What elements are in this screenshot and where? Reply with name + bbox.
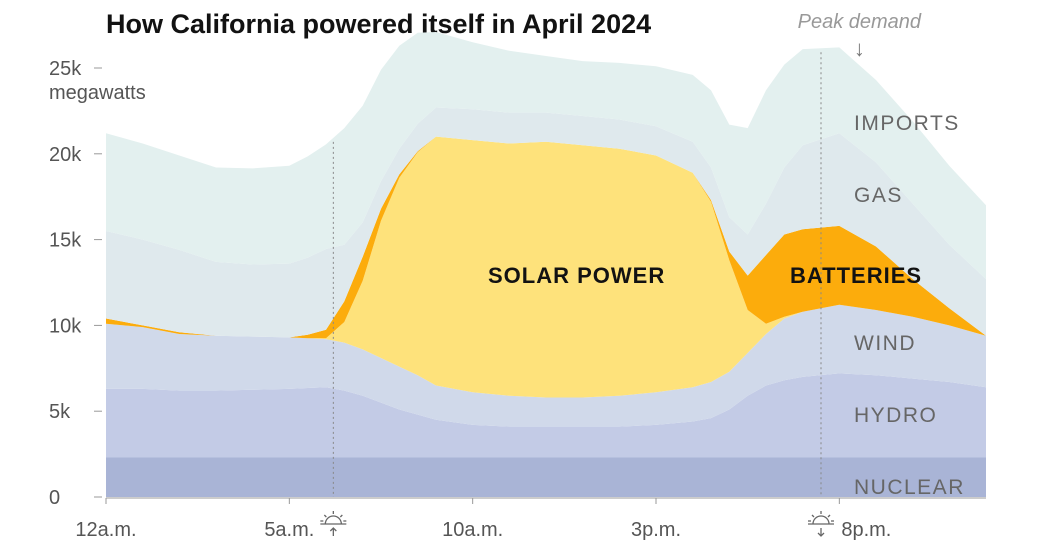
sun-arc (812, 515, 830, 525)
label-batteries: BATTERIES (790, 263, 922, 288)
x-tick-label: 10a.m. (442, 519, 503, 541)
sun-ray (323, 514, 327, 518)
sun-ray (827, 514, 831, 518)
label-imports: IMPORTS (854, 112, 960, 135)
y-tick-label: 10k (49, 315, 82, 337)
area-imports (106, 32, 986, 280)
area-batteries (106, 136, 986, 339)
x-tick-label: 8p.m. (841, 519, 891, 541)
series-areas (106, 32, 986, 497)
arrow-down-head (817, 532, 825, 537)
sun-ray (811, 514, 815, 518)
label-nuclear: NUCLEAR (854, 476, 965, 499)
label-wind: WIND (854, 332, 916, 355)
x-tick-label: 3p.m. (631, 519, 681, 541)
x-tick-label: 12a.m. (75, 519, 136, 541)
label-hydro: HYDRO (854, 404, 937, 427)
series-labels: NUCLEAR HYDRO WIND SOLAR POWER BATTERIES GAS I… (488, 112, 965, 499)
y-tick-label: 5k (49, 401, 71, 423)
y-tick-label: 15k (49, 230, 82, 252)
label-gas: GAS (854, 184, 903, 207)
peak-demand-arrow: ↓ (854, 36, 865, 61)
sunset-icon (808, 511, 834, 537)
peak-annotation: Peak demand ↓ (798, 11, 922, 61)
y-unit-label: megawatts (49, 82, 146, 104)
x-tick-label: 5a.m. (264, 519, 314, 541)
area-hydro (106, 373, 986, 458)
y-tick-label: 25k (49, 58, 82, 80)
arrow-up-head (329, 527, 337, 532)
sun-arc (324, 515, 342, 525)
area-nuclear (106, 457, 986, 497)
sun-ray (339, 514, 343, 518)
y-tick-label: 20k (49, 144, 82, 166)
area-gas (106, 107, 986, 338)
x-axis: 12a.m. 5a.m. 10a.m. 3p.m. 8p.m. (75, 497, 986, 541)
y-axis: 25k 20k 15k 10k 5k 0 megawatts (49, 58, 146, 509)
area-wind (106, 304, 986, 427)
peak-demand-label: Peak demand (798, 11, 922, 33)
chart-title: How California powered itself in April 2… (106, 9, 651, 39)
label-solar-power: SOLAR POWER (488, 263, 665, 288)
sunrise-icon (320, 511, 347, 536)
time-markers (332, 52, 822, 497)
y-tick-label: 0 (49, 487, 60, 509)
area-solar-power (106, 136, 986, 398)
